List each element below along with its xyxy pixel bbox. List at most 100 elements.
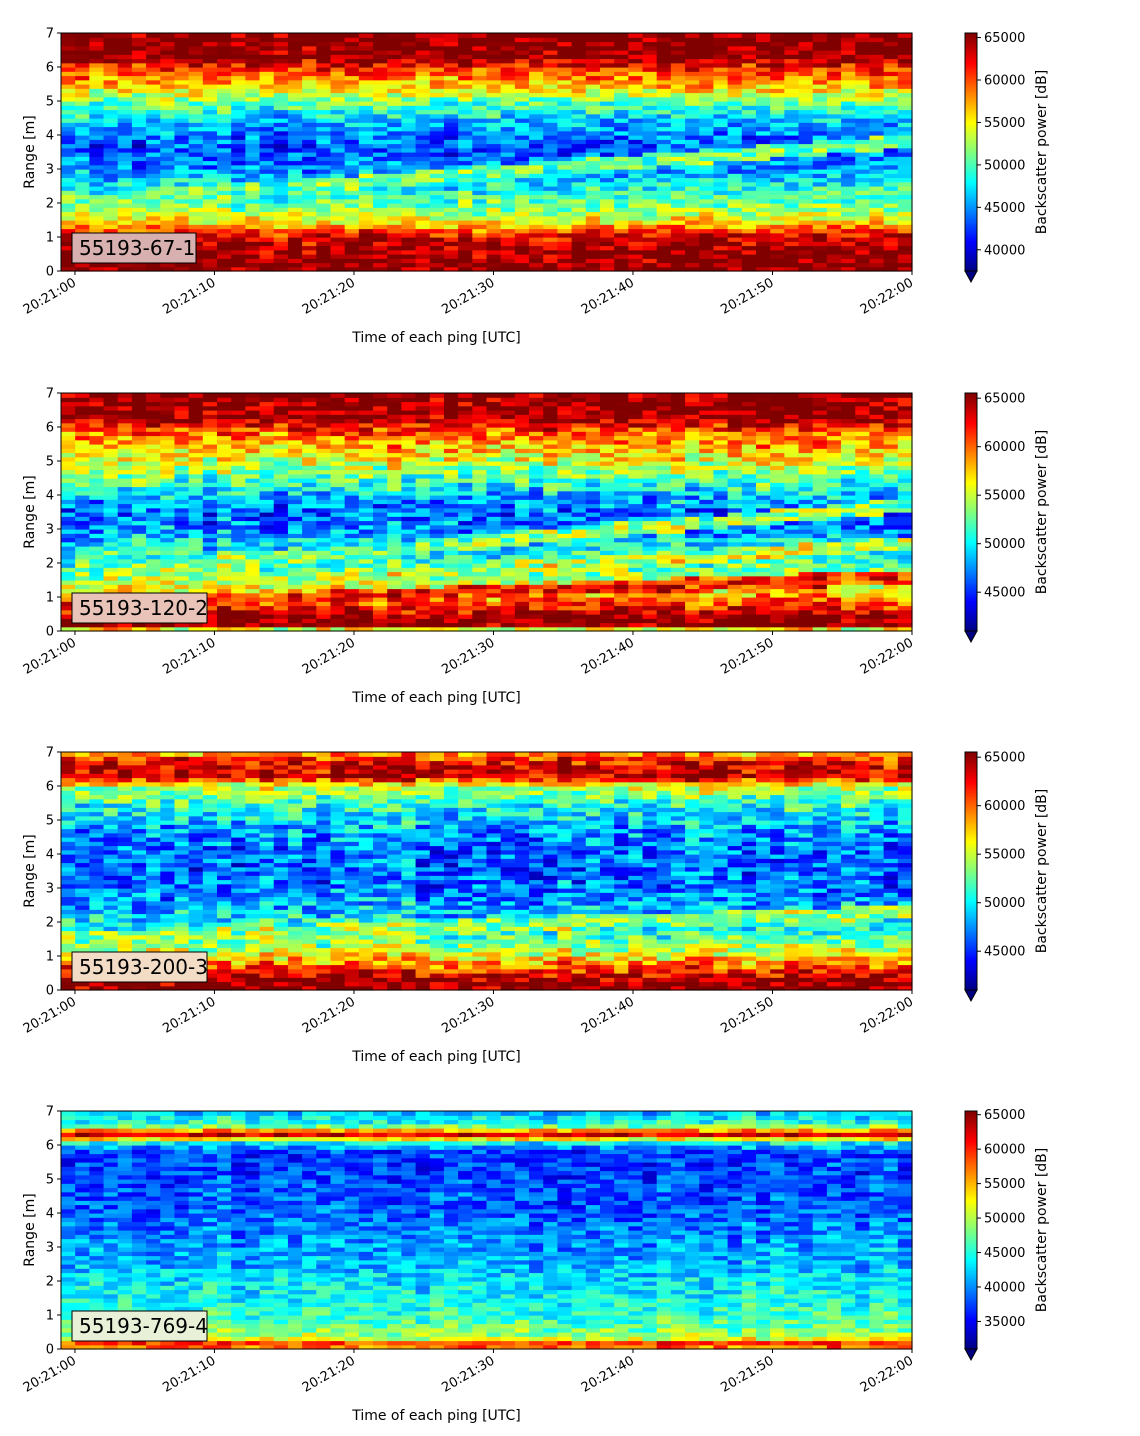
heatmap-cell xyxy=(344,422,360,428)
heatmap-cell xyxy=(443,177,459,183)
heatmap-cell xyxy=(628,101,644,106)
heatmap-cell xyxy=(486,58,502,64)
heatmap-cell xyxy=(841,62,856,68)
heatmap-cell xyxy=(75,444,90,449)
heatmap-cell xyxy=(443,96,459,102)
heatmap-cell xyxy=(458,258,473,264)
heatmap-cell xyxy=(273,126,289,132)
heatmap-cell xyxy=(656,105,672,111)
heatmap-cell xyxy=(273,245,289,251)
heatmap-cell xyxy=(855,50,871,55)
heatmap-cell xyxy=(727,232,743,238)
heatmap-cell xyxy=(514,160,530,166)
heatmap-cell xyxy=(174,220,190,225)
heatmap-cell xyxy=(89,135,105,140)
heatmap-cell xyxy=(855,169,871,174)
heatmap-cell xyxy=(358,62,374,68)
heatmap-cell xyxy=(784,224,800,230)
heatmap-cell xyxy=(231,529,246,534)
heatmap-cell xyxy=(273,139,289,145)
heatmap-cell xyxy=(287,512,303,517)
heatmap-cell xyxy=(174,54,190,60)
heatmap-cell xyxy=(89,393,105,398)
heatmap-cell xyxy=(529,207,544,213)
heatmap-cell xyxy=(415,71,431,77)
heatmap-cell xyxy=(585,79,601,85)
heatmap-cell xyxy=(387,50,402,55)
heatmap-cell xyxy=(614,96,629,102)
heatmap-cell xyxy=(316,584,332,590)
heatmap-cell xyxy=(273,54,289,60)
heatmap-cell xyxy=(61,584,76,590)
heatmap-cell xyxy=(571,245,587,251)
heatmap-cell xyxy=(188,401,204,407)
heatmap-cell xyxy=(316,237,332,242)
heatmap-cell xyxy=(160,422,176,428)
heatmap-cell xyxy=(557,135,573,140)
heatmap-cell xyxy=(131,37,147,43)
heatmap-cell xyxy=(741,62,757,68)
heatmap-cell xyxy=(642,50,658,55)
heatmap-cell xyxy=(103,520,119,526)
heatmap-cell xyxy=(245,435,261,441)
heatmap-cell xyxy=(755,156,771,162)
heatmap-cell xyxy=(61,414,76,420)
heatmap-cell xyxy=(685,194,700,200)
heatmap-cell xyxy=(387,232,402,238)
colorbar-swatch xyxy=(965,102,977,105)
heatmap-cell xyxy=(89,529,105,534)
heatmap-cell xyxy=(358,156,374,162)
heatmap-cell xyxy=(443,249,459,255)
heatmap-cell xyxy=(387,626,402,632)
heatmap-cell xyxy=(188,41,204,47)
heatmap-cell xyxy=(514,79,530,85)
heatmap-cell xyxy=(415,254,431,259)
heatmap-cell xyxy=(571,41,587,47)
heatmap-cell xyxy=(259,588,275,594)
heatmap-cell xyxy=(656,203,672,208)
heatmap-cell xyxy=(273,258,289,264)
heatmap-cell xyxy=(103,130,119,136)
heatmap-cell xyxy=(330,537,346,543)
heatmap-cell xyxy=(387,461,402,466)
heatmap-cell xyxy=(302,418,317,424)
heatmap-cell xyxy=(443,118,459,123)
heatmap-cell xyxy=(514,96,530,102)
heatmap-cell xyxy=(174,224,190,230)
heatmap-cell xyxy=(812,147,828,153)
heatmap-cell xyxy=(826,135,842,140)
heatmap-cell xyxy=(869,122,885,128)
heatmap-cell xyxy=(685,224,700,230)
heatmap-cell xyxy=(302,469,317,475)
heatmap-cell xyxy=(387,490,402,496)
heatmap-cell xyxy=(670,186,686,191)
heatmap-cell xyxy=(500,211,516,217)
heatmap-cell xyxy=(429,614,445,619)
heatmap-cell xyxy=(245,465,261,471)
heatmap-cell xyxy=(401,54,417,60)
heatmap-cell xyxy=(883,169,899,174)
heatmap-cell xyxy=(415,143,431,149)
heatmap-cell xyxy=(302,405,317,411)
heatmap-cell xyxy=(245,160,261,166)
heatmap-cell xyxy=(89,469,105,475)
heatmap-cell xyxy=(557,113,573,119)
heatmap-cell xyxy=(770,203,785,208)
heatmap-cell xyxy=(287,177,303,183)
heatmap-cell xyxy=(245,71,261,77)
heatmap-cell xyxy=(543,220,559,225)
heatmap-cell xyxy=(146,456,161,462)
heatmap-cell xyxy=(330,232,346,238)
heatmap-cell xyxy=(217,486,232,492)
heatmap-cell xyxy=(131,126,147,132)
heatmap-cell xyxy=(628,228,644,234)
heatmap-cell xyxy=(401,529,417,534)
heatmap-cell xyxy=(571,266,587,272)
heatmap-cell xyxy=(415,118,431,123)
heatmap-cell xyxy=(798,130,814,136)
heatmap-cell xyxy=(798,156,814,162)
heatmap-cell xyxy=(117,147,133,153)
heatmap-cell xyxy=(670,71,686,77)
heatmap-cell xyxy=(826,109,842,115)
heatmap-cell xyxy=(259,584,275,590)
